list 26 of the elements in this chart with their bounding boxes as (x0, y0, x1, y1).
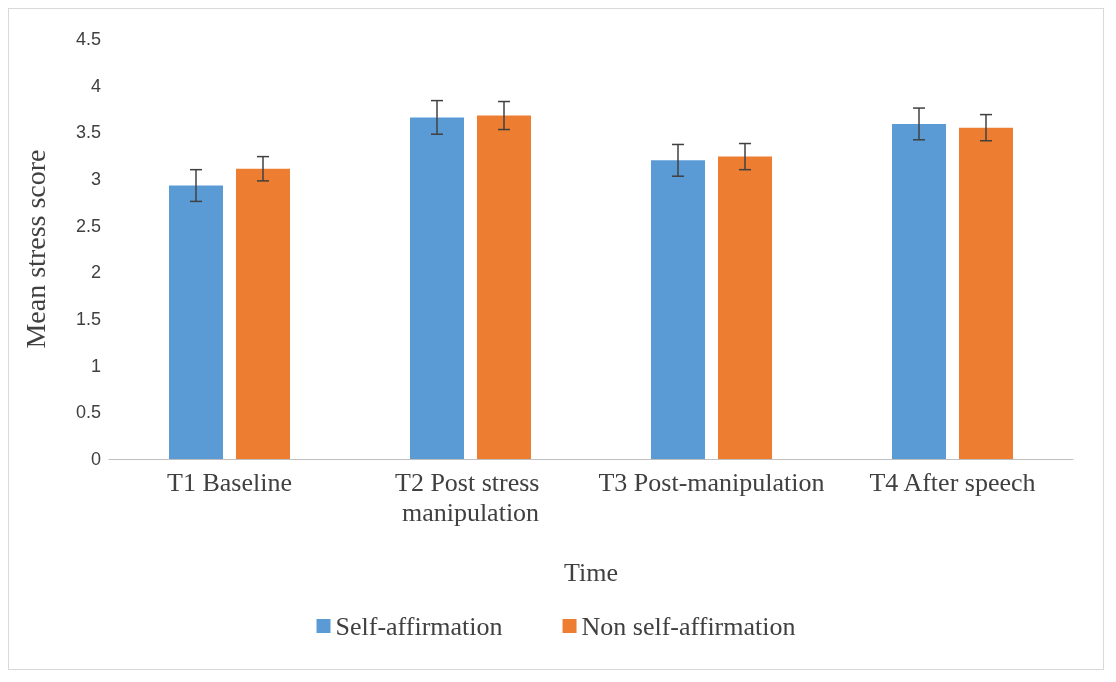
y-axis-title: Mean stress score (19, 149, 51, 349)
bar (651, 160, 705, 459)
y-tick-label: 3.5 (75, 122, 101, 143)
y-tick-label: 1 (90, 355, 101, 376)
legend-label: Non self-affirmation (581, 611, 796, 641)
x-tick-label: T4 After speech (869, 467, 1036, 497)
y-tick-label: 2.5 (75, 215, 101, 236)
y-tick-label: 2 (90, 262, 101, 283)
y-tick-label: 0.5 (75, 402, 101, 423)
x-tick-label: T1 Baseline (167, 467, 292, 497)
y-tick-label: 3 (90, 169, 101, 189)
bar (169, 185, 223, 459)
x-tick-label: T3 Post-manipulation (598, 467, 825, 497)
y-tick-label: 1.5 (75, 309, 101, 329)
legend-label: Self-affirmation (335, 611, 503, 641)
bar (236, 168, 290, 459)
bar (718, 156, 772, 459)
bar (410, 117, 464, 459)
y-tick-label: 4 (90, 75, 101, 96)
x-axis-title: Time (564, 557, 618, 587)
y-tick-label: 0 (90, 449, 101, 469)
x-tick-label: T2 Post stress manipulation (395, 467, 546, 527)
bar (477, 115, 531, 459)
y-tick-label: 4.5 (75, 29, 101, 49)
bar (892, 123, 946, 459)
bar (959, 127, 1013, 459)
